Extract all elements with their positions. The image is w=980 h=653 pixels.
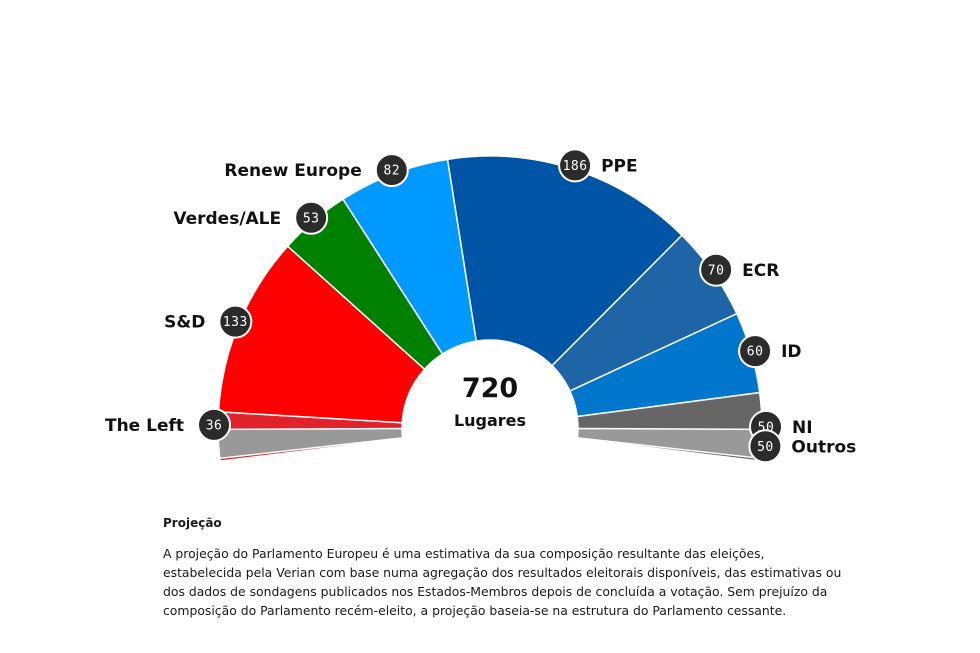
renew-europe-seat-badge	[374, 153, 409, 188]
id-label: ID	[781, 342, 801, 362]
total-seats-label: Lugares	[454, 411, 526, 430]
verdes-ale-seat-badge	[294, 200, 329, 235]
note-body: A projeção do Parlamento Europeu é uma e…	[163, 546, 842, 618]
outros-slice-right	[576, 427, 763, 460]
seat-slices	[217, 155, 763, 462]
total-seats-value: 720	[462, 373, 518, 404]
party-labels: The Left S&D Verdes/ALE Renew Europe PPE ECR I…	[105, 156, 856, 457]
ppe-seat-badge	[558, 148, 593, 183]
s-d-slice	[217, 245, 426, 424]
the-left-label: The Left	[105, 416, 184, 436]
note-title: Projeção	[163, 516, 222, 530]
outros-seat-badge	[748, 429, 783, 464]
the-left-seat-badge	[197, 407, 232, 442]
outros-slice-left	[217, 427, 404, 460]
outros-label: Outros	[791, 437, 856, 457]
ecr-seat-count: 70	[708, 263, 725, 278]
outros-slice-group	[217, 427, 763, 460]
id-seat-count: 60	[747, 345, 764, 360]
verdes-ale-label: Verdes/ALE	[173, 209, 281, 229]
s-d-label: S&D	[164, 313, 205, 333]
verdes-ale-seat-count: 53	[303, 211, 320, 226]
ppe-slice	[446, 155, 683, 367]
s-d-seat-count: 133	[223, 315, 248, 330]
ecr-label: ECR	[742, 261, 779, 281]
renew-europe-seat-count: 82	[383, 164, 400, 179]
outros-seat-count: 50	[757, 440, 774, 455]
renew-europe-label: Renew Europe	[224, 161, 361, 181]
ppe-seat-count: 186	[563, 159, 588, 174]
the-left-seat-count: 36	[206, 418, 223, 433]
ni-label: NI	[792, 418, 813, 438]
id-seat-badge	[738, 334, 773, 369]
s-d-seat-badge	[218, 304, 253, 339]
projection-note: Projeção A projeção do Parlamento Europe…	[163, 516, 843, 620]
ecr-seat-badge	[699, 252, 734, 287]
ppe-label: PPE	[601, 156, 638, 176]
